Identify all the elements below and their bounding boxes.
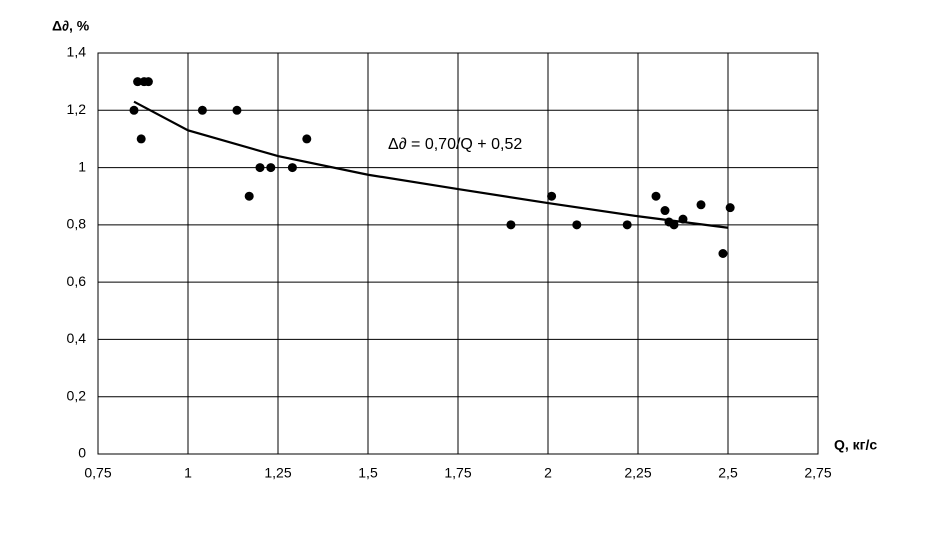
data-point (143, 77, 153, 87)
x-tick-label: 1 (184, 465, 192, 481)
data-point (244, 191, 254, 201)
x-tick-label: 1,75 (444, 465, 471, 481)
data-point (232, 105, 242, 115)
y-tick-label: 0,2 (67, 387, 87, 403)
x-tick-label: 1,25 (264, 465, 291, 481)
data-point (197, 105, 207, 115)
data-point (696, 200, 706, 210)
data-point (129, 105, 139, 115)
y-tick-label: 1 (78, 158, 86, 174)
trend-line (133, 100, 729, 229)
y-tick-label: 1,2 (67, 101, 87, 117)
data-point (718, 249, 728, 258)
data-point (287, 163, 297, 173)
plot-border (97, 52, 819, 455)
data-point (255, 163, 265, 173)
data-point (660, 206, 670, 216)
x-tick-label: 2,75 (804, 465, 831, 481)
y-tick-label: 0,4 (67, 330, 87, 346)
data-point (506, 220, 516, 230)
y-tick-label: 0,6 (67, 273, 87, 289)
y-tick-label: 1,4 (67, 44, 87, 60)
data-point (266, 163, 276, 173)
data-point (725, 203, 735, 213)
data-point (651, 191, 661, 201)
trend-equation: Δ∂ = 0,70/Q + 0,52 (388, 136, 522, 153)
x-tick-label: 0,75 (84, 465, 111, 481)
x-tick-label: 2,5 (718, 465, 738, 481)
data-point (133, 77, 143, 87)
y-tick-label: 0 (78, 445, 86, 461)
y-tick-label: 0,8 (67, 216, 87, 232)
y-axis-title: Δ∂, % (52, 18, 90, 34)
x-tick-label: 2 (544, 465, 552, 481)
data-point (669, 220, 679, 230)
data-point (572, 220, 582, 230)
data-point (547, 191, 557, 201)
data-point (302, 134, 312, 144)
x-tick-label: 1,5 (358, 465, 378, 481)
data-point (622, 220, 632, 230)
data-point (136, 134, 146, 144)
x-tick-label: 2,25 (624, 465, 651, 481)
x-axis-title: Q, кг/с (834, 437, 877, 453)
